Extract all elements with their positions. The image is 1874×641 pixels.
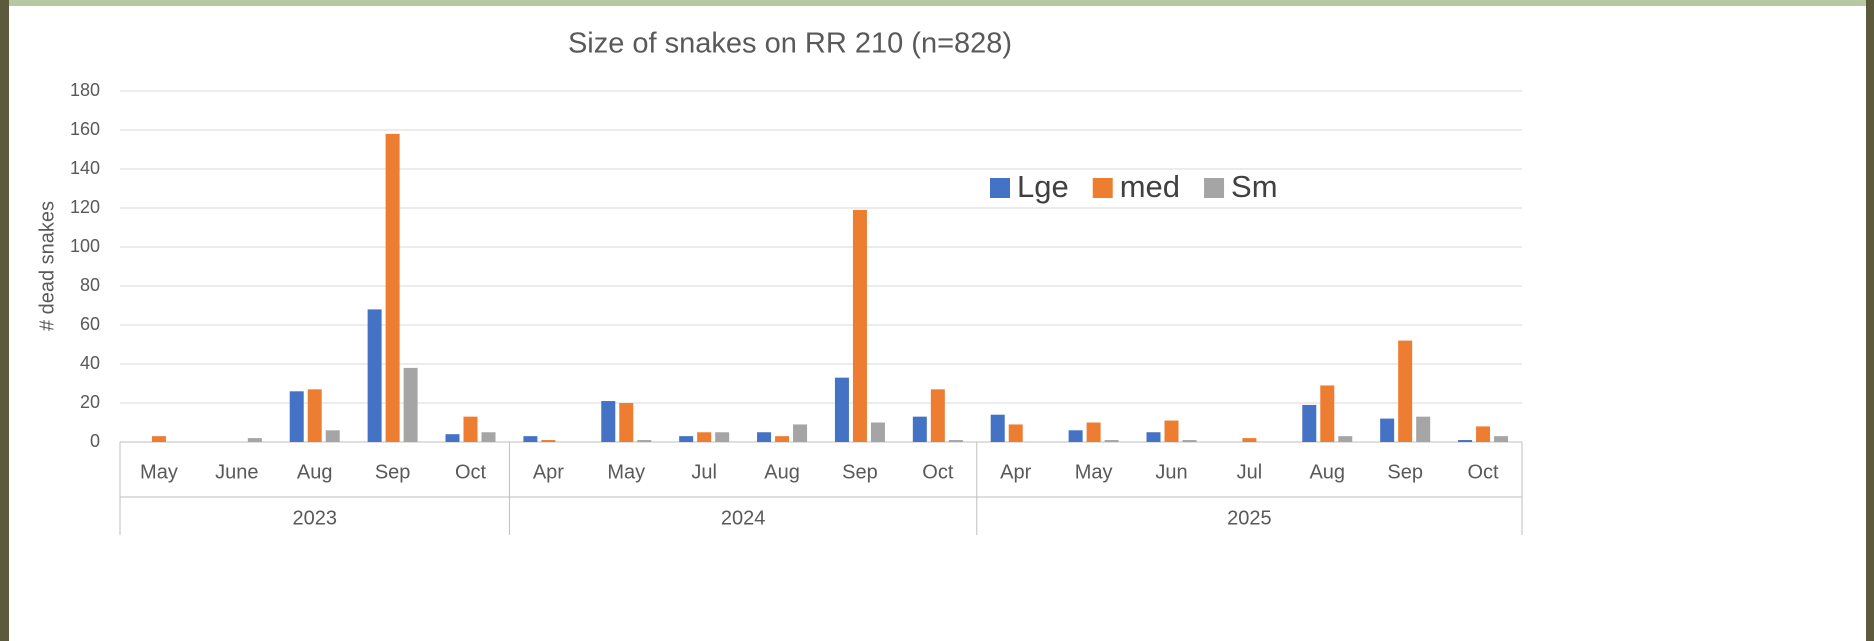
group-label: 2023 xyxy=(292,507,337,529)
x-tick-label: Apr xyxy=(533,461,564,483)
bar xyxy=(1476,426,1491,442)
window-right-strip xyxy=(1866,0,1874,641)
bar xyxy=(1182,440,1197,442)
chart-title: Size of snakes on RR 210 (n=828) xyxy=(568,28,1012,60)
x-tick-label: Sep xyxy=(1387,461,1423,483)
bar xyxy=(307,389,322,442)
window-top-strip xyxy=(0,0,1874,6)
bar xyxy=(619,403,634,442)
x-tick-label: Sep xyxy=(375,461,411,483)
bar xyxy=(679,436,694,442)
x-tick-label: May xyxy=(1075,461,1113,483)
bar xyxy=(385,133,400,442)
bar xyxy=(1242,438,1257,442)
bar xyxy=(1008,424,1023,442)
y-tick-label: 40 xyxy=(80,353,100,373)
bar xyxy=(948,440,963,442)
x-tick-label: Oct xyxy=(455,461,487,483)
y-tick-label: 60 xyxy=(80,314,100,334)
bar xyxy=(601,401,616,442)
bar xyxy=(870,422,885,442)
y-axis-title: # dead snakes xyxy=(36,201,58,331)
bar xyxy=(247,438,262,442)
legend-label: med xyxy=(1120,169,1180,204)
bar xyxy=(1146,432,1161,442)
legend-label: Sm xyxy=(1231,169,1278,204)
bar xyxy=(289,391,304,442)
x-tick-label: Aug xyxy=(1309,461,1345,483)
x-tick-label: May xyxy=(607,461,645,483)
bar xyxy=(541,440,556,442)
bar xyxy=(1338,436,1353,442)
legend-swatch xyxy=(1204,178,1225,198)
bar xyxy=(1302,404,1317,442)
bar xyxy=(367,309,382,442)
y-tick-label: 80 xyxy=(80,275,100,295)
bar xyxy=(1380,418,1395,442)
bar xyxy=(637,440,652,442)
bar xyxy=(1068,430,1083,442)
x-tick-label: Sep xyxy=(842,461,878,483)
bar xyxy=(1164,420,1179,442)
bar xyxy=(715,432,730,442)
bar xyxy=(523,436,538,442)
x-tick-label: Oct xyxy=(1467,461,1499,483)
window-left-strip xyxy=(0,0,9,641)
bar xyxy=(912,416,927,442)
y-tick-label: 100 xyxy=(70,236,100,256)
y-tick-label: 180 xyxy=(70,80,100,100)
bar xyxy=(757,432,772,442)
y-tick-label: 160 xyxy=(70,119,100,139)
bar xyxy=(463,416,478,442)
x-tick-label: Aug xyxy=(764,461,800,483)
x-tick-label: Jun xyxy=(1155,461,1187,483)
group-label: 2024 xyxy=(721,507,766,529)
bar xyxy=(775,436,790,442)
x-tick-label: Jul xyxy=(1237,461,1263,483)
x-tick-label: Aug xyxy=(297,461,333,483)
legend-label: Lge xyxy=(1017,169,1069,204)
bar xyxy=(1416,416,1431,442)
x-tick-label: May xyxy=(140,461,178,483)
x-tick-label: Jul xyxy=(691,461,717,483)
bar xyxy=(1398,340,1413,442)
x-tick-label: June xyxy=(215,461,258,483)
bar xyxy=(1494,436,1509,442)
bar xyxy=(1086,422,1101,442)
bar xyxy=(1320,385,1335,442)
bar xyxy=(930,389,945,442)
y-tick-label: 0 xyxy=(90,431,100,451)
bar xyxy=(793,424,808,442)
bar xyxy=(481,432,496,442)
bar xyxy=(445,434,460,442)
x-tick-label: Apr xyxy=(1000,461,1031,483)
bar xyxy=(852,209,867,442)
legend-swatch xyxy=(990,178,1010,198)
bar xyxy=(403,367,418,442)
bar xyxy=(834,377,849,442)
bar xyxy=(151,436,166,442)
bar xyxy=(990,414,1005,442)
bar xyxy=(325,430,340,442)
bar xyxy=(697,432,712,442)
bar xyxy=(1104,440,1119,442)
y-tick-label: 120 xyxy=(70,197,100,217)
legend-swatch xyxy=(1092,178,1113,198)
y-tick-label: 140 xyxy=(70,158,100,178)
x-tick-label: Oct xyxy=(922,461,954,483)
y-tick-label: 20 xyxy=(80,392,100,412)
group-label: 2025 xyxy=(1227,507,1272,529)
bar xyxy=(1458,440,1473,442)
